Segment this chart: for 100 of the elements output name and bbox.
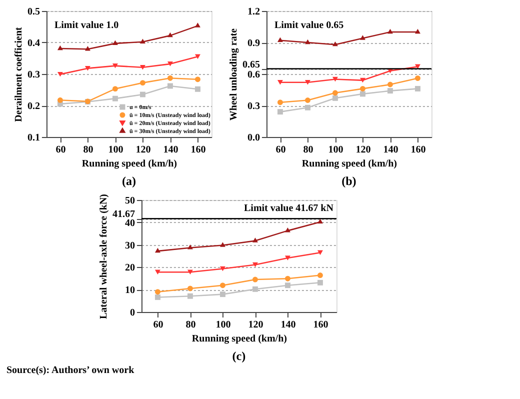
point [140, 80, 146, 86]
x-axis-title: Running speed (km/h) [302, 158, 397, 170]
x-tick-label: 100 [216, 320, 231, 330]
point [112, 96, 118, 102]
point [332, 76, 338, 82]
point [154, 248, 160, 253]
point [277, 80, 283, 85]
x-tick-label: 80 [186, 320, 196, 330]
point [332, 95, 338, 101]
point [304, 39, 310, 44]
point [317, 280, 323, 286]
point [187, 244, 193, 250]
x-tick-label: 60 [153, 320, 164, 330]
annotation: Limit value 0.65 [274, 20, 344, 31]
y-tick-label: 50 [124, 196, 135, 206]
point [220, 292, 226, 298]
point [57, 45, 63, 50]
point [167, 32, 173, 38]
x-tick-label: 160 [313, 320, 328, 330]
point [317, 272, 323, 278]
y-tick-label: 0.2 [27, 101, 40, 112]
point [284, 256, 290, 260]
point [360, 86, 366, 92]
annotation: Limit value 1.0 [54, 20, 119, 31]
point [414, 86, 420, 92]
x-tick-label: 100 [108, 144, 124, 156]
x-axis-title: Running speed (km/h) [82, 158, 177, 170]
point [140, 65, 146, 70]
point [187, 293, 193, 299]
y-tick-label: 20 [124, 262, 135, 274]
point [277, 100, 283, 106]
point [360, 35, 366, 40]
point [154, 270, 160, 274]
y-tick-label: 0.0 [247, 132, 260, 144]
point [194, 76, 200, 82]
text: (a) [122, 174, 136, 188]
point [57, 97, 63, 103]
y-tick-label: 1.2 [247, 6, 260, 18]
point [167, 83, 173, 89]
point [317, 218, 323, 224]
y-tick-label: 0.6 [247, 70, 260, 80]
point [220, 242, 226, 247]
y-tick-label: 41.67 [112, 209, 135, 220]
point [360, 78, 366, 83]
y-tick-label: 0 [130, 308, 135, 318]
x-tick-label: 160 [410, 144, 426, 156]
x-tick-label: 140 [163, 144, 178, 156]
point [332, 90, 338, 96]
point [304, 98, 310, 103]
y-tick-label: 30 [124, 240, 135, 252]
y-tick-label: 0.65 [242, 59, 260, 70]
x-axis-title: Running speed (km/h) [192, 334, 287, 344]
x-tick-label: 120 [356, 144, 371, 156]
y-tick-label: 0.1 [27, 132, 40, 144]
point [167, 75, 173, 81]
x-tick-label: 80 [83, 144, 94, 156]
point [84, 66, 90, 71]
point [167, 62, 173, 66]
text: (c) [232, 349, 246, 363]
point [112, 40, 118, 46]
source-note: Source(s): Authors’ own work [6, 365, 135, 376]
point [187, 286, 193, 292]
x-tick-label: 60 [276, 144, 286, 156]
point [317, 250, 323, 256]
y-axis-title: Derailment coefficient [13, 26, 24, 122]
y-tick-label: 0.3 [247, 101, 260, 112]
y-axis-title: Lateral wheel-axle force (kN) [98, 194, 110, 320]
point [84, 46, 90, 51]
point [387, 88, 393, 94]
point [414, 28, 420, 34]
point [220, 282, 226, 288]
y-tick-label: 0.5 [27, 6, 40, 18]
point [194, 86, 200, 92]
x-tick-label: 160 [190, 144, 206, 156]
point [387, 28, 393, 34]
point [140, 92, 146, 98]
y-axis-title: Wheel unloading rate [228, 28, 240, 121]
y-tick-label: 10 [124, 285, 135, 296]
y-tick-label: 40 [124, 218, 135, 229]
point [304, 80, 310, 85]
point [284, 228, 290, 232]
point [414, 75, 420, 81]
point [194, 22, 200, 28]
point [304, 104, 310, 110]
point [194, 54, 200, 60]
point [57, 72, 63, 77]
point [252, 286, 258, 292]
text: (b) [342, 174, 356, 188]
x-tick-label: 60 [56, 144, 66, 156]
x-tick-label: 120 [136, 144, 151, 156]
point [360, 91, 366, 97]
x-tick-label: 140 [280, 320, 296, 330]
y-tick-label: 0.9 [247, 38, 260, 49]
point [187, 270, 193, 274]
point [140, 38, 146, 44]
y-tick-label: 0.4 [27, 38, 40, 49]
y-tick-label: 0.3 [27, 70, 40, 80]
x-tick-label: 120 [248, 320, 264, 330]
point [277, 37, 283, 42]
point [112, 86, 118, 92]
